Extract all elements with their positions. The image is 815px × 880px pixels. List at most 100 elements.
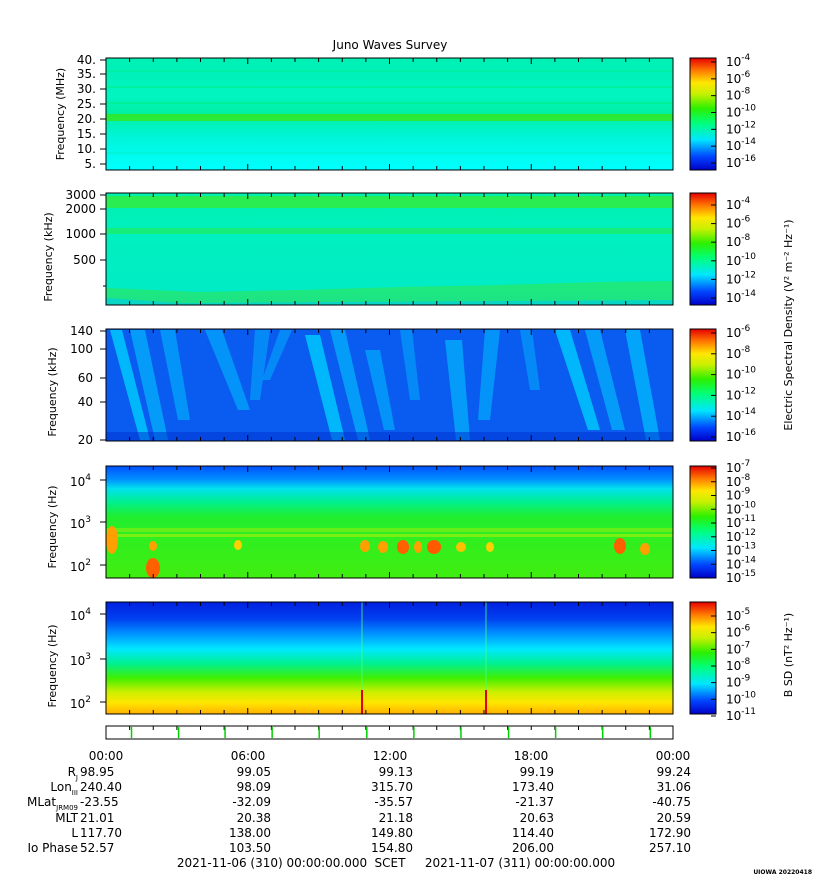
ephem-value: 20.38 — [237, 811, 271, 825]
panel-lfr-low-b: 104 103 102 Frequency (Hz) — [46, 601, 674, 715]
ephem-value: 99.19 — [520, 765, 554, 779]
ephem-value: 154.80 — [371, 841, 413, 855]
time-ticks — [105, 58, 674, 170]
ephem-row-label: MLatJRM09 — [27, 795, 78, 812]
ytick-label: 103 — [70, 652, 91, 668]
ephem-value: -35.57 — [374, 795, 413, 809]
colorbar-tick-label: 10-12 — [726, 270, 756, 286]
ephem-row-label: RJ — [68, 765, 78, 782]
ephem-value: 99.05 — [237, 765, 271, 779]
colorbar-label-electric: Electric Spectral Density (V² m⁻² Hz⁻¹) — [782, 219, 795, 430]
colorbar-tick-label: 10-16 — [726, 154, 756, 170]
colorbar-tick-label: 10-5 — [726, 607, 750, 623]
colorbar-tick-label: 10-16 — [726, 428, 756, 444]
panel-lfr-high: 140 100 60 40 20 Frequency (kHz) — [46, 324, 674, 447]
colorbar-tick-label: 10-10 — [726, 252, 756, 268]
colorbar-tick-label: 10-8 — [726, 87, 751, 103]
colorbar-tick-label: 10-13 — [726, 542, 756, 558]
ylabel-lfr-low-e: Frequency (Hz) — [46, 486, 59, 569]
ylabel-lfr-high: Frequency (kHz) — [46, 347, 59, 436]
ytick-label: 40. — [77, 53, 96, 67]
colorbar-tick-label: 10-11 — [726, 514, 756, 530]
colorbar-tick-label: 10-15 — [726, 569, 756, 585]
ephem-row-label: L — [71, 826, 78, 840]
ephem-value: 98.95 — [80, 765, 114, 779]
footer-start-time: 2021-11-06 (310) 00:00:00.000 — [177, 856, 367, 870]
ephem-row-label: LonIII — [50, 780, 78, 797]
colorbar-4: 10-710-810-910-1010-1110-1210-1310-1410-… — [689, 459, 756, 585]
yticks-lfr-low-e: 104 103 102 — [70, 473, 106, 574]
ephem-value: 240.40 — [80, 780, 122, 794]
colorbar-tick-label: 10-7 — [726, 459, 750, 475]
ephem-value: 138.00 — [229, 826, 271, 840]
colorbar-tick-label: 10-7 — [726, 640, 750, 656]
ephem-value: 20.63 — [520, 811, 554, 825]
colorbar-tick-label: 10-6 — [726, 324, 751, 340]
ytick-label: 60 — [78, 371, 93, 385]
ytick-label: 100 — [70, 342, 93, 356]
spectrogram-features-4 — [106, 526, 673, 578]
time-ticks — [105, 329, 674, 441]
spectrogram-lfr-low-b — [106, 602, 673, 714]
colorbar-tick-label: 10-11 — [726, 707, 756, 723]
ephem-value: 99.24 — [657, 765, 691, 779]
yticks-hfr-low: 3000 2000 1000 500 — [65, 188, 106, 287]
ephemeris-table: 00:00 06:00 12:00 18:00 00:00 RJ 98.95 99.05 99.… — [27, 749, 691, 855]
ylabel-hfr-low: Frequency (kHz) — [42, 212, 55, 301]
ephem-value: 257.10 — [649, 841, 691, 855]
ephem-value: 103.50 — [229, 841, 271, 855]
ytick-label: 15. — [77, 127, 96, 141]
ytick-label: 140 — [70, 324, 93, 338]
time-tick-label: 00:00 — [656, 749, 691, 763]
colorbar-tick-label: 10-4 — [726, 196, 751, 212]
ytick-label: 102 — [70, 695, 91, 711]
colorbar-tick-label: 10-8 — [726, 345, 751, 361]
ephem-value: 315.70 — [371, 780, 413, 794]
colorbar-tick-label: 10-14 — [726, 407, 756, 423]
ephem-value: -23.55 — [80, 795, 119, 809]
colorbar-tick-label: 10-12 — [726, 386, 756, 402]
colorbar-tick-label: 10-9 — [726, 674, 751, 690]
ephem-value: 173.40 — [512, 780, 554, 794]
footer-scet: SCET — [375, 856, 407, 870]
yticks-lfr-low-b: 104 103 102 — [70, 607, 106, 711]
ephem-value: -21.37 — [515, 795, 554, 809]
ephem-row-label: MLT — [55, 811, 78, 825]
footer-stamp: UIOWA 20220418 — [753, 869, 812, 876]
ephem-value: 31.06 — [657, 780, 691, 794]
ytick-label: 25. — [77, 97, 96, 111]
colorbar-2: 10-4 10-6 10-8 10-10 10-12 10-14 — [689, 192, 756, 306]
colorbar-tick-label: 10-10 — [726, 104, 756, 120]
time-ticks — [105, 193, 674, 305]
ephem-value: 114.40 — [512, 826, 554, 840]
time-tick-label: 06:00 — [231, 749, 266, 763]
time-tick-label: 12:00 — [373, 749, 408, 763]
yticks-lfr-high: 140 100 60 40 20 — [70, 324, 106, 447]
time-tick-label: 00:00 — [89, 749, 124, 763]
colorbar-tick-label: 10-12 — [726, 528, 756, 544]
panel-hfr-low: 3000 2000 1000 500 Frequency (kHz) — [42, 188, 674, 306]
ytick-label: 2000 — [65, 202, 96, 216]
ephem-row-label: Io Phase — [27, 841, 78, 855]
colorbar-tick-label: 10-14 — [726, 137, 756, 153]
ytick-label: 20. — [77, 112, 96, 126]
ephem-value: 99.13 — [379, 765, 413, 779]
colorbar-tick-label: 10-10 — [726, 500, 756, 516]
orbit-strip — [105, 725, 674, 740]
ephem-value: 206.00 — [512, 841, 554, 855]
colorbar-tick-label: 10-8 — [726, 473, 751, 489]
colorbar-tick-label: 10-6 — [726, 70, 751, 86]
time-tick-label: 18:00 — [514, 749, 549, 763]
spectrogram-features-3 — [110, 330, 660, 440]
colorbar-tick-label: 10-6 — [726, 215, 751, 231]
time-ticks — [105, 466, 674, 578]
yticks-hfr-high: 40. 35. 30. 25. 20. 15. 10. 5. — [77, 53, 106, 171]
colorbar-tick-label: 10-8 — [726, 233, 751, 249]
colorbar-tick-label: 10-4 — [726, 53, 751, 69]
ytick-label: 35. — [77, 67, 96, 81]
time-ticks — [105, 602, 674, 714]
ytick-label: 5. — [85, 157, 96, 171]
colorbar-3: 10-6 10-8 10-10 10-12 10-14 10-16 — [689, 324, 756, 444]
